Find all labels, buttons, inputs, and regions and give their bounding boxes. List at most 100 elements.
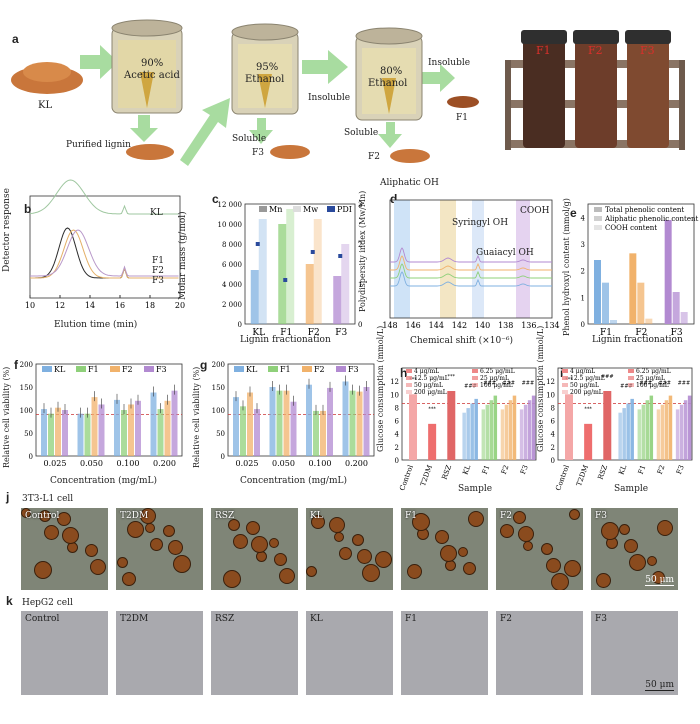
panel-f-bar-0.100-kl	[114, 399, 120, 456]
panel-g-legend-f3: F3	[348, 365, 359, 374]
lipid-droplet	[541, 543, 553, 555]
lipid-droplet	[122, 572, 136, 586]
panel-i-bar-kl-3	[630, 398, 634, 460]
panel-c-legend-swatch	[259, 206, 267, 212]
micrograph-label: KL	[310, 511, 323, 521]
micrograph-label: F3	[595, 614, 607, 624]
lipid-droplet	[39, 510, 51, 522]
panel-g-bar-0.050-f2	[283, 390, 290, 456]
panel-b-curve-f2	[30, 229, 179, 279]
vessel-3-line1: 80%	[380, 66, 403, 77]
micrograph-label: F1	[405, 614, 417, 624]
panel-d-ann-aliphatic: Aliphatic OH	[380, 178, 439, 188]
lipid-droplet	[624, 539, 638, 553]
panel-h-legend-item: 100 μg/mL	[480, 382, 513, 389]
panel-d-xtick-label: 138	[498, 321, 513, 330]
panel-i-bar-f2-2	[664, 400, 669, 460]
panel-c-ytick-label: 6 000	[222, 261, 242, 269]
panel-c-ytick-label: 4 000	[222, 281, 242, 289]
lipid-droplet	[468, 511, 484, 527]
panel-f-bar-0.050-f2	[91, 397, 98, 456]
panel-i-sig-mark: ***	[584, 407, 592, 413]
lipid-droplet	[163, 525, 175, 537]
lipid-droplet	[352, 534, 364, 546]
panel-a-letter: a	[12, 32, 19, 46]
panel-d-ann-guaiacyl: Guaiacyl OH	[476, 248, 534, 258]
panel-g-bar-0.025-f3	[254, 409, 260, 456]
panel-i-xtick-label: RSZ	[597, 464, 610, 481]
panel-i-ylabel: Glucose consumption (mmol/L)	[536, 325, 545, 452]
panel-e-legend-item: Total phenolic content	[605, 206, 684, 214]
panel-g-ytick-label: 0	[221, 453, 225, 461]
panel-b-frame	[29, 195, 181, 299]
panel-b-curve-kl	[29, 179, 179, 215]
panel-h-xtick-label: KL	[461, 464, 472, 476]
panel-b-curve-f3	[30, 229, 179, 277]
panel-c-legend-mn: Mn	[269, 205, 282, 214]
panel-e-ytick-label: 3	[581, 241, 585, 249]
panel_k-tile-control: Control	[20, 610, 109, 696]
arrow-purified-to-vessel2	[180, 98, 230, 166]
lipid-droplet	[85, 544, 98, 557]
panel-i-legend-item: 50 μg/mL	[570, 382, 599, 389]
panel-e-ytick-label: 2	[581, 268, 585, 276]
panel-h-legend-item: 6.25 μg/mL	[480, 368, 515, 375]
panel-b-ylabel: Detector response	[2, 188, 12, 272]
kl-label: KL	[38, 100, 53, 111]
lipid-droplet	[435, 530, 449, 544]
panel-f-bar-0.025-f3	[62, 410, 68, 456]
lipid-droplet	[329, 517, 345, 533]
panel-c-ytick-label: 0	[238, 321, 242, 329]
panel-h-bar-control	[409, 394, 417, 460]
panel-i-bar-f3-2	[683, 400, 688, 460]
panel-h-ytick-label: 12	[390, 378, 399, 386]
panel-g-legend-swatch	[234, 366, 244, 372]
panel-g-chart: 0 50 100 150 200 0.025 0.050 0.100 0.200 KL F1 F2 F3	[212, 361, 375, 468]
panel-k-title: HepG2 cell	[22, 598, 73, 608]
panel-c-xtick-label: KL	[252, 328, 265, 338]
lipid-droplet	[407, 564, 422, 579]
lipid-droplet	[251, 536, 268, 553]
panel-h-bar-f3-1	[523, 404, 528, 460]
panel-f-legend-swatch	[110, 366, 120, 372]
panel-f-bar-0.200-f2	[164, 400, 171, 456]
panel-c-legend-pdi: PDI	[337, 205, 352, 214]
panel-g-bar-0.025-f2	[247, 392, 253, 456]
panel-h-xtick-label: Control	[398, 463, 415, 492]
panel-f-ylabel: Relative cell viability (%)	[2, 366, 11, 468]
panel-c-pdi-point-kl	[255, 242, 260, 246]
panel-d-shaded-region	[440, 200, 456, 318]
panel-e-bar-f1-0	[594, 260, 601, 324]
panel-b-legend-f3: F3	[152, 276, 164, 286]
panel-h-bar-kl-0	[462, 412, 466, 460]
lipid-droplet	[513, 511, 526, 524]
panel-c-y2tick-label: 0	[358, 321, 362, 329]
panel_j-tile-rsz: RSZ	[210, 507, 299, 591]
panel-c-legend-mw: Mw	[303, 205, 318, 214]
panel-i-bar-t2dm	[584, 423, 593, 460]
panel-i-ytick-label: 10	[546, 391, 555, 399]
lipid-droplet	[117, 557, 128, 568]
panel-h-legend-swatch	[472, 369, 478, 373]
panel-h-legend-item: 50 μg/mL	[414, 382, 443, 389]
panel-g-xtick-label: 0.100	[309, 459, 332, 468]
vessel-3-line2: Ethanol	[368, 78, 408, 89]
micrograph-label: KL	[310, 614, 323, 624]
panel-h-bar-f3-2	[527, 400, 532, 460]
panel-h-ytick-label: 6	[395, 418, 400, 426]
panel-d-shaded-region	[472, 200, 484, 318]
panel-g-xtick-label: 0.025	[236, 459, 259, 468]
panel-d-chart: 148 146 144 142 140 138 136 134	[382, 199, 560, 330]
panel-f-xtick-label: 0.200	[153, 459, 176, 468]
panel-d-xlabel: Chemical shift (×10⁻⁶)	[410, 336, 514, 346]
lipid-droplet	[21, 508, 31, 518]
panel-g-legend-swatch	[268, 366, 278, 372]
panel-f-ytick-label: 100	[20, 407, 33, 415]
panel-c-bar-mw-f1	[286, 209, 295, 324]
lipid-droplet	[62, 527, 79, 544]
panel-i-legend-swatch	[628, 376, 634, 380]
panel-i-bar-kl-1	[622, 408, 626, 460]
panel-d-spectrum-2	[390, 255, 552, 271]
panel-d-ann-cooh: COOH	[520, 206, 550, 216]
panel-i-xtick-label: Control	[554, 463, 571, 492]
